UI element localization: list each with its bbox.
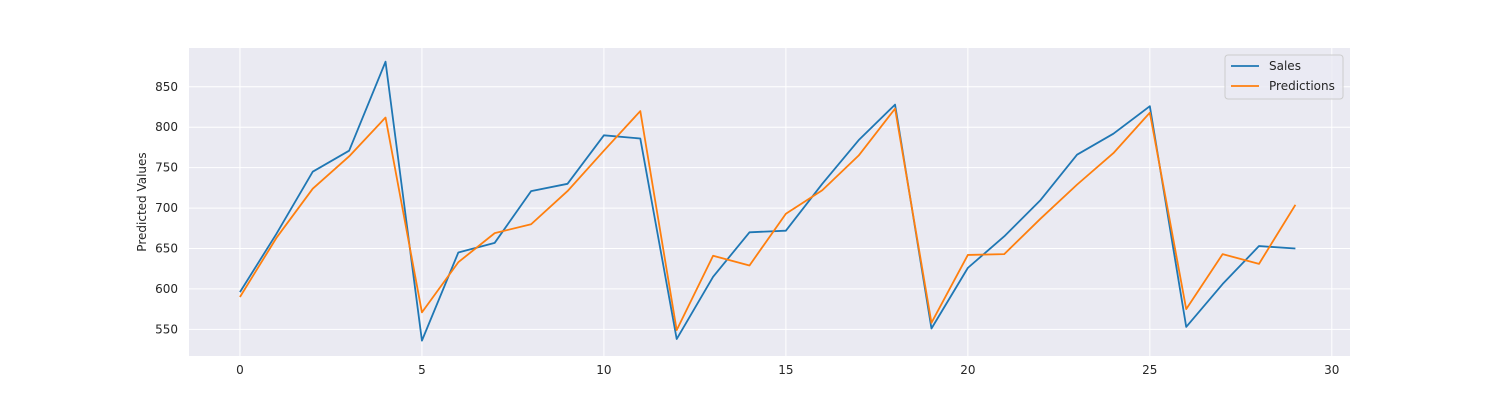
y-tick-label: 850 (155, 80, 178, 94)
plot-area (189, 48, 1350, 356)
y-tick-label: 700 (155, 201, 178, 215)
legend-label-predictions: Predictions (1269, 79, 1335, 93)
x-tick-label: 30 (1324, 363, 1339, 377)
y-tick-label: 550 (155, 322, 178, 336)
x-tick-label: 0 (236, 363, 244, 377)
y-tick-label: 650 (155, 241, 178, 255)
x-tick-label: 20 (960, 363, 975, 377)
series-line-sales (239, 60, 1296, 342)
y-axis-label: Predicted Values (135, 152, 149, 251)
y-tick-label: 750 (155, 161, 178, 175)
x-tick-label: 25 (1142, 363, 1157, 377)
y-tick-label: 600 (155, 282, 178, 296)
legend-label-sales: Sales (1269, 59, 1301, 73)
series-line-predictions (239, 107, 1297, 332)
y-tick-label: 800 (155, 120, 178, 134)
x-tick-label: 10 (596, 363, 611, 377)
x-tick-label: 15 (778, 363, 793, 377)
x-tick-label: 5 (418, 363, 426, 377)
